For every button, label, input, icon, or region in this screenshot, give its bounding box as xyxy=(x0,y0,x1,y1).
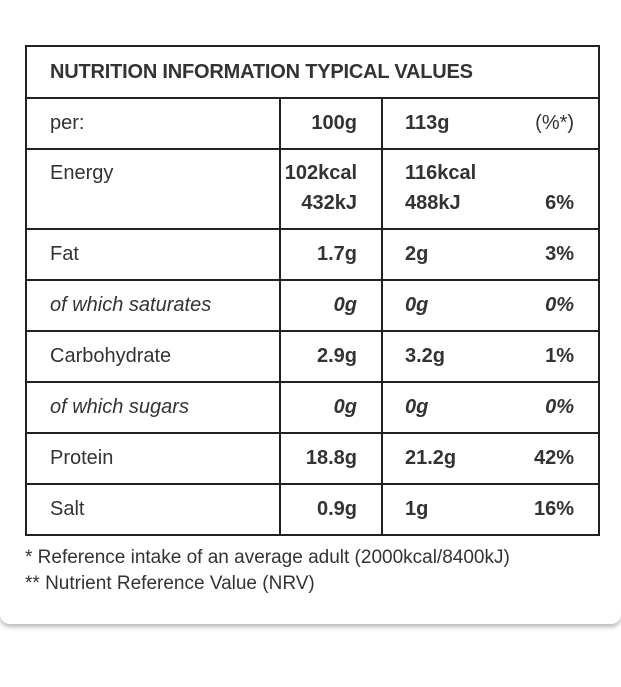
value-ri: 42% xyxy=(499,432,601,485)
energy-row: Energy 102kcal 432kJ 116kcal 488kJ 6% xyxy=(25,148,601,230)
table-title-row: NUTRITION INFORMATION TYPICAL VALUES xyxy=(24,45,601,99)
value-113g: 21.2g xyxy=(381,432,499,485)
value-100g: 0.9g xyxy=(279,483,383,536)
table-row: of which sugars 0g 0g 0% xyxy=(25,381,601,434)
value-100g: 1.7g xyxy=(279,228,383,281)
table-row: of which saturates 0g 0g 0% xyxy=(25,279,601,332)
energy-kj-113g: 488kJ xyxy=(405,192,461,214)
energy-kcal-113g: 116kcal xyxy=(405,162,477,184)
header-row: per: 100g 113g (%*) xyxy=(25,97,601,150)
per-label: per: xyxy=(25,97,281,150)
nutrient-label: Protein xyxy=(25,432,281,485)
table-row: Protein 18.8g 21.2g 42% xyxy=(25,432,601,485)
nutrition-card: NUTRITION INFORMATION TYPICAL VALUES per… xyxy=(24,45,601,597)
col-ri-header: (%*) xyxy=(499,97,601,150)
nutrient-label: Carbohydrate xyxy=(25,330,281,383)
col-100g-header: 100g xyxy=(279,97,383,150)
nutrient-label: Fat xyxy=(25,228,281,281)
value-100g: 0g xyxy=(279,381,383,434)
table-row: Carbohydrate 2.9g 3.2g 1% xyxy=(25,330,601,383)
energy-kj-100g: 432kJ xyxy=(301,192,357,214)
value-113g: 3.2g xyxy=(381,330,499,383)
value-ri: 3% xyxy=(499,228,601,281)
table-title: NUTRITION INFORMATION TYPICAL VALUES xyxy=(24,45,601,99)
value-113g: 1g xyxy=(381,483,499,536)
footnotes: * Reference intake of an average adult (… xyxy=(25,545,510,597)
nutrient-label: of which saturates xyxy=(25,279,281,332)
footnote-nrv: ** Nutrient Reference Value (NRV) xyxy=(25,573,315,594)
nutrition-table: NUTRITION INFORMATION TYPICAL VALUES per… xyxy=(24,45,601,536)
value-ri: 16% xyxy=(499,483,601,536)
value-113g: 2g xyxy=(381,228,499,281)
value-100g: 0g xyxy=(279,279,383,332)
value-100g: 18.8g xyxy=(279,432,383,485)
table-row: Fat 1.7g 2g 3% xyxy=(25,228,601,281)
value-113g: 0g xyxy=(381,381,499,434)
value-100g: 2.9g xyxy=(279,330,383,383)
energy-ri: 6% xyxy=(545,192,575,214)
energy-label: Energy xyxy=(50,162,114,184)
value-113g: 0g xyxy=(381,279,499,332)
value-ri: 1% xyxy=(499,330,601,383)
value-ri: 0% xyxy=(499,279,601,332)
energy-kcal-100g: 102kcal xyxy=(284,162,357,184)
table-row: Salt 0.9g 1g 16% xyxy=(25,483,601,536)
nutrient-label: Salt xyxy=(25,483,281,536)
value-ri: 0% xyxy=(499,381,601,434)
nutrient-label: of which sugars xyxy=(25,381,281,434)
footnote-reference-intake: * Reference intake of an average adult (… xyxy=(25,547,510,568)
col-113g-header: 113g xyxy=(381,97,499,150)
